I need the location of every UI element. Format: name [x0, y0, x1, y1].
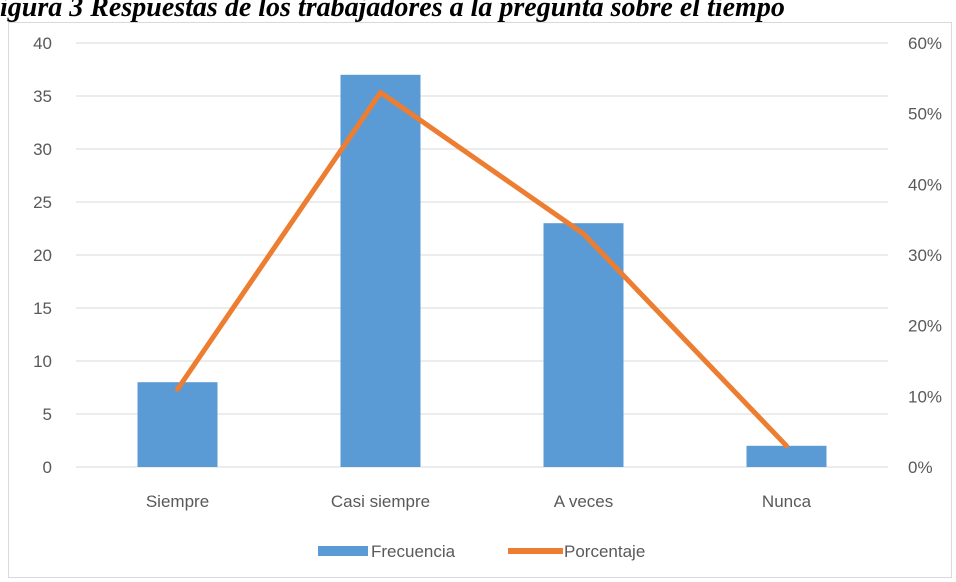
category-label: Casi siempre [331, 492, 430, 511]
right-axis-tick-label: 30% [908, 246, 942, 265]
left-axis-tick-label: 40 [33, 34, 52, 53]
line-point [786, 445, 787, 447]
bar [746, 445, 827, 467]
bar [137, 382, 218, 467]
legend-swatch-frecuencia [318, 546, 368, 556]
left-axis-tick-label: 25 [33, 193, 52, 212]
right-axis-ticks: 0% 10% 20% 30% 40% 50% 60% [908, 34, 942, 477]
category-label: Siempre [146, 492, 209, 511]
bar [340, 74, 421, 468]
right-axis-tick-label: 0% [908, 458, 933, 477]
left-axis-tick-label: 35 [33, 87, 52, 106]
right-axis-tick-label: 50% [908, 105, 942, 124]
left-axis-tick-label: 30 [33, 140, 52, 159]
line-point [177, 388, 178, 390]
right-axis-tick-label: 20% [908, 317, 942, 336]
category-label: Nunca [762, 492, 812, 511]
line-series [175, 89, 789, 449]
left-axis-ticks: 0 5 10 15 20 25 30 35 40 [33, 34, 52, 477]
left-axis-tick-label: 10 [33, 352, 52, 371]
left-axis-tick-label: 15 [33, 299, 52, 318]
left-axis-tick-label: 5 [43, 405, 52, 424]
chart-frame [8, 22, 952, 578]
right-axis-tick-label: 40% [908, 175, 942, 194]
chart-caption: igura 3 Respuestas de los trabajadores a… [0, 0, 956, 32]
line-point [380, 91, 381, 93]
right-axis-tick-label: 10% [908, 387, 942, 406]
category-label: A veces [554, 492, 614, 511]
legend-swatch-porcentaje [508, 548, 563, 554]
line-path [175, 89, 789, 449]
legend: Frecuencia Porcentaje [318, 542, 645, 561]
left-axis-tick-label: 20 [33, 246, 52, 265]
legend-label-porcentaje: Porcentaje [564, 542, 645, 561]
legend-label-frecuencia: Frecuencia [371, 542, 456, 561]
bar-series [137, 74, 827, 468]
left-axis-tick-label: 0 [43, 458, 52, 477]
line-point [583, 233, 584, 235]
right-axis-tick-label: 60% [908, 34, 942, 53]
chart-caption-text: igura 3 Respuestas de los trabajadores a… [0, 0, 785, 23]
category-axis-labels: Siempre Casi siempre A veces Nunca [146, 492, 812, 511]
